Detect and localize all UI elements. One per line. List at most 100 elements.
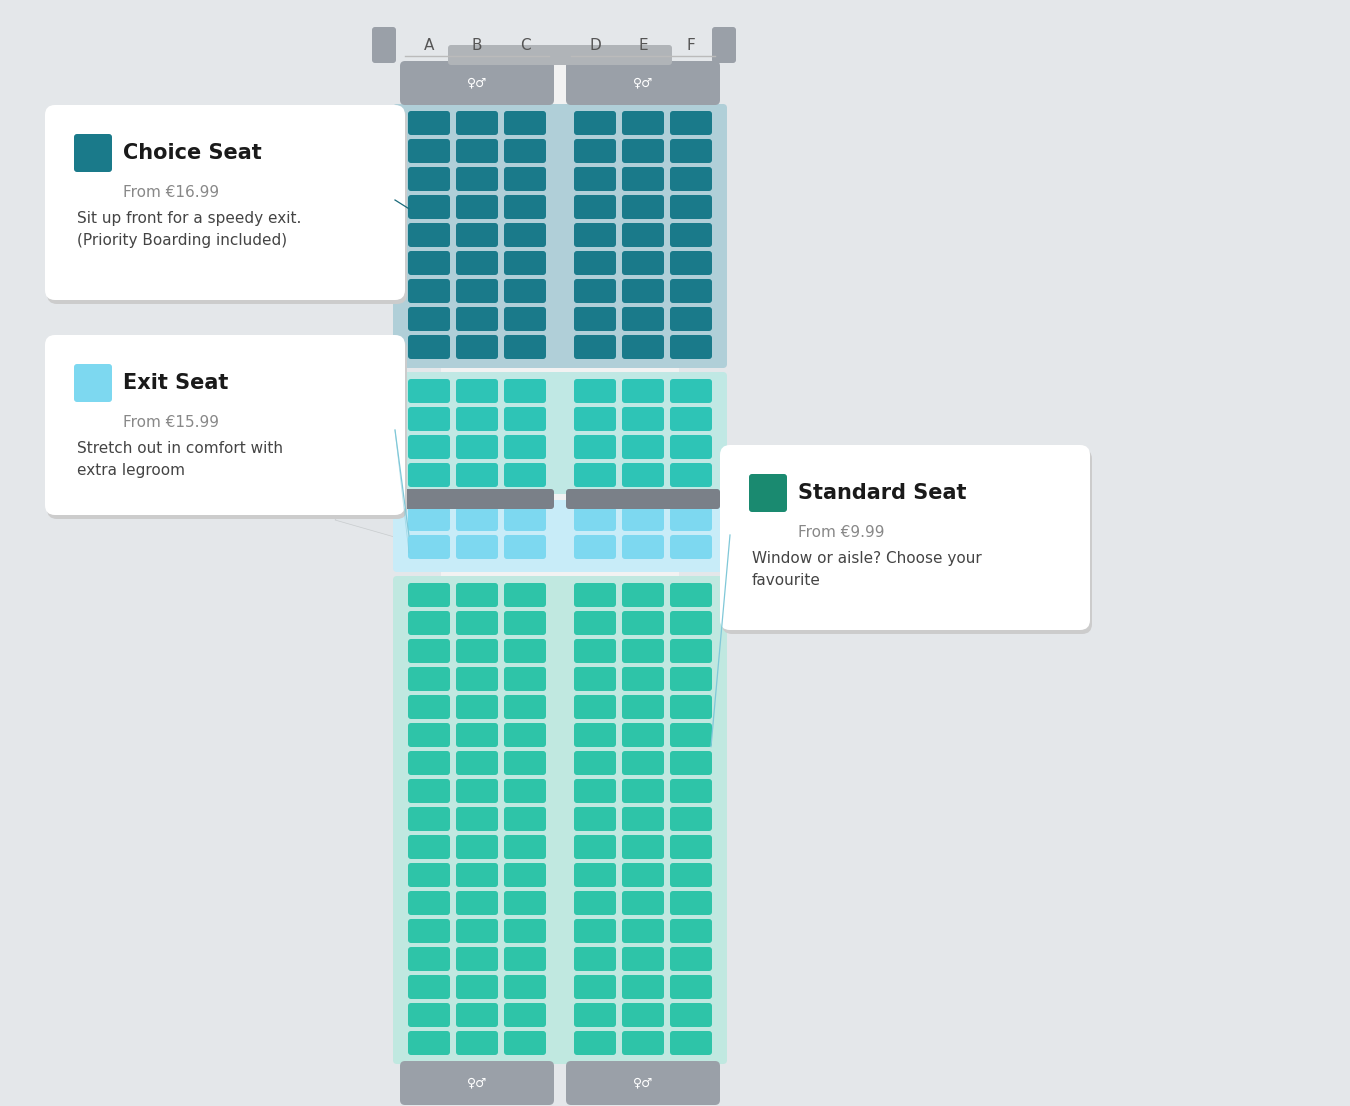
FancyBboxPatch shape: [400, 1061, 554, 1105]
FancyBboxPatch shape: [670, 947, 711, 971]
FancyBboxPatch shape: [622, 379, 664, 403]
FancyBboxPatch shape: [456, 279, 498, 303]
FancyBboxPatch shape: [670, 1003, 711, 1027]
FancyBboxPatch shape: [408, 723, 450, 747]
FancyBboxPatch shape: [574, 111, 616, 135]
FancyBboxPatch shape: [622, 667, 664, 691]
FancyBboxPatch shape: [622, 335, 664, 359]
FancyBboxPatch shape: [574, 779, 616, 803]
FancyBboxPatch shape: [504, 507, 545, 531]
FancyBboxPatch shape: [574, 535, 616, 559]
FancyBboxPatch shape: [408, 195, 450, 219]
FancyBboxPatch shape: [400, 61, 554, 105]
FancyBboxPatch shape: [504, 307, 545, 331]
FancyBboxPatch shape: [574, 891, 616, 915]
FancyBboxPatch shape: [574, 723, 616, 747]
FancyBboxPatch shape: [47, 109, 406, 304]
FancyBboxPatch shape: [456, 535, 498, 559]
FancyBboxPatch shape: [456, 667, 498, 691]
FancyBboxPatch shape: [622, 863, 664, 887]
FancyBboxPatch shape: [622, 195, 664, 219]
FancyBboxPatch shape: [670, 195, 711, 219]
FancyBboxPatch shape: [574, 167, 616, 191]
FancyBboxPatch shape: [670, 807, 711, 831]
FancyBboxPatch shape: [441, 88, 679, 906]
FancyBboxPatch shape: [504, 335, 545, 359]
FancyBboxPatch shape: [574, 695, 616, 719]
FancyBboxPatch shape: [722, 449, 1092, 634]
FancyBboxPatch shape: [670, 751, 711, 775]
FancyBboxPatch shape: [574, 307, 616, 331]
FancyBboxPatch shape: [670, 779, 711, 803]
FancyBboxPatch shape: [622, 507, 664, 531]
FancyBboxPatch shape: [456, 583, 498, 607]
FancyBboxPatch shape: [622, 947, 664, 971]
FancyBboxPatch shape: [456, 1031, 498, 1055]
FancyBboxPatch shape: [670, 435, 711, 459]
FancyBboxPatch shape: [504, 279, 545, 303]
FancyBboxPatch shape: [622, 251, 664, 275]
Text: D: D: [589, 39, 601, 53]
FancyBboxPatch shape: [504, 639, 545, 662]
FancyBboxPatch shape: [504, 975, 545, 999]
FancyBboxPatch shape: [504, 463, 545, 487]
FancyBboxPatch shape: [408, 139, 450, 163]
FancyBboxPatch shape: [504, 779, 545, 803]
FancyBboxPatch shape: [670, 611, 711, 635]
FancyBboxPatch shape: [456, 111, 498, 135]
FancyBboxPatch shape: [400, 489, 554, 509]
FancyBboxPatch shape: [622, 307, 664, 331]
FancyBboxPatch shape: [670, 139, 711, 163]
Ellipse shape: [447, 860, 674, 960]
FancyBboxPatch shape: [373, 27, 396, 63]
FancyBboxPatch shape: [408, 947, 450, 971]
FancyBboxPatch shape: [408, 835, 450, 859]
FancyBboxPatch shape: [408, 1003, 450, 1027]
FancyBboxPatch shape: [504, 167, 545, 191]
FancyBboxPatch shape: [670, 535, 711, 559]
Polygon shape: [335, 400, 455, 540]
FancyBboxPatch shape: [622, 695, 664, 719]
FancyBboxPatch shape: [574, 139, 616, 163]
FancyBboxPatch shape: [408, 111, 450, 135]
FancyBboxPatch shape: [408, 919, 450, 943]
FancyBboxPatch shape: [670, 307, 711, 331]
FancyBboxPatch shape: [711, 27, 736, 63]
FancyBboxPatch shape: [504, 111, 545, 135]
FancyBboxPatch shape: [408, 751, 450, 775]
FancyBboxPatch shape: [456, 167, 498, 191]
FancyBboxPatch shape: [622, 639, 664, 662]
FancyBboxPatch shape: [504, 435, 545, 459]
FancyBboxPatch shape: [566, 1061, 720, 1105]
FancyBboxPatch shape: [456, 919, 498, 943]
Polygon shape: [666, 400, 784, 540]
FancyBboxPatch shape: [408, 807, 450, 831]
FancyBboxPatch shape: [456, 251, 498, 275]
FancyBboxPatch shape: [574, 507, 616, 531]
FancyBboxPatch shape: [670, 379, 711, 403]
Text: ♀♂: ♀♂: [467, 1076, 487, 1089]
FancyBboxPatch shape: [574, 611, 616, 635]
FancyBboxPatch shape: [574, 807, 616, 831]
FancyBboxPatch shape: [622, 611, 664, 635]
FancyBboxPatch shape: [408, 667, 450, 691]
FancyBboxPatch shape: [456, 139, 498, 163]
FancyBboxPatch shape: [504, 695, 545, 719]
FancyBboxPatch shape: [504, 379, 545, 403]
FancyBboxPatch shape: [670, 335, 711, 359]
Text: From €16.99: From €16.99: [123, 185, 219, 200]
FancyBboxPatch shape: [504, 835, 545, 859]
FancyBboxPatch shape: [47, 340, 406, 519]
FancyBboxPatch shape: [670, 167, 711, 191]
Text: From €9.99: From €9.99: [798, 525, 884, 540]
Text: ♀♂: ♀♂: [467, 76, 487, 90]
FancyBboxPatch shape: [408, 307, 450, 331]
FancyBboxPatch shape: [670, 639, 711, 662]
FancyBboxPatch shape: [408, 223, 450, 247]
Text: Stretch out in comfort with
extra legroom: Stretch out in comfort with extra legroo…: [77, 441, 284, 478]
FancyBboxPatch shape: [574, 947, 616, 971]
FancyBboxPatch shape: [408, 407, 450, 431]
FancyBboxPatch shape: [456, 335, 498, 359]
FancyBboxPatch shape: [622, 919, 664, 943]
FancyBboxPatch shape: [408, 435, 450, 459]
